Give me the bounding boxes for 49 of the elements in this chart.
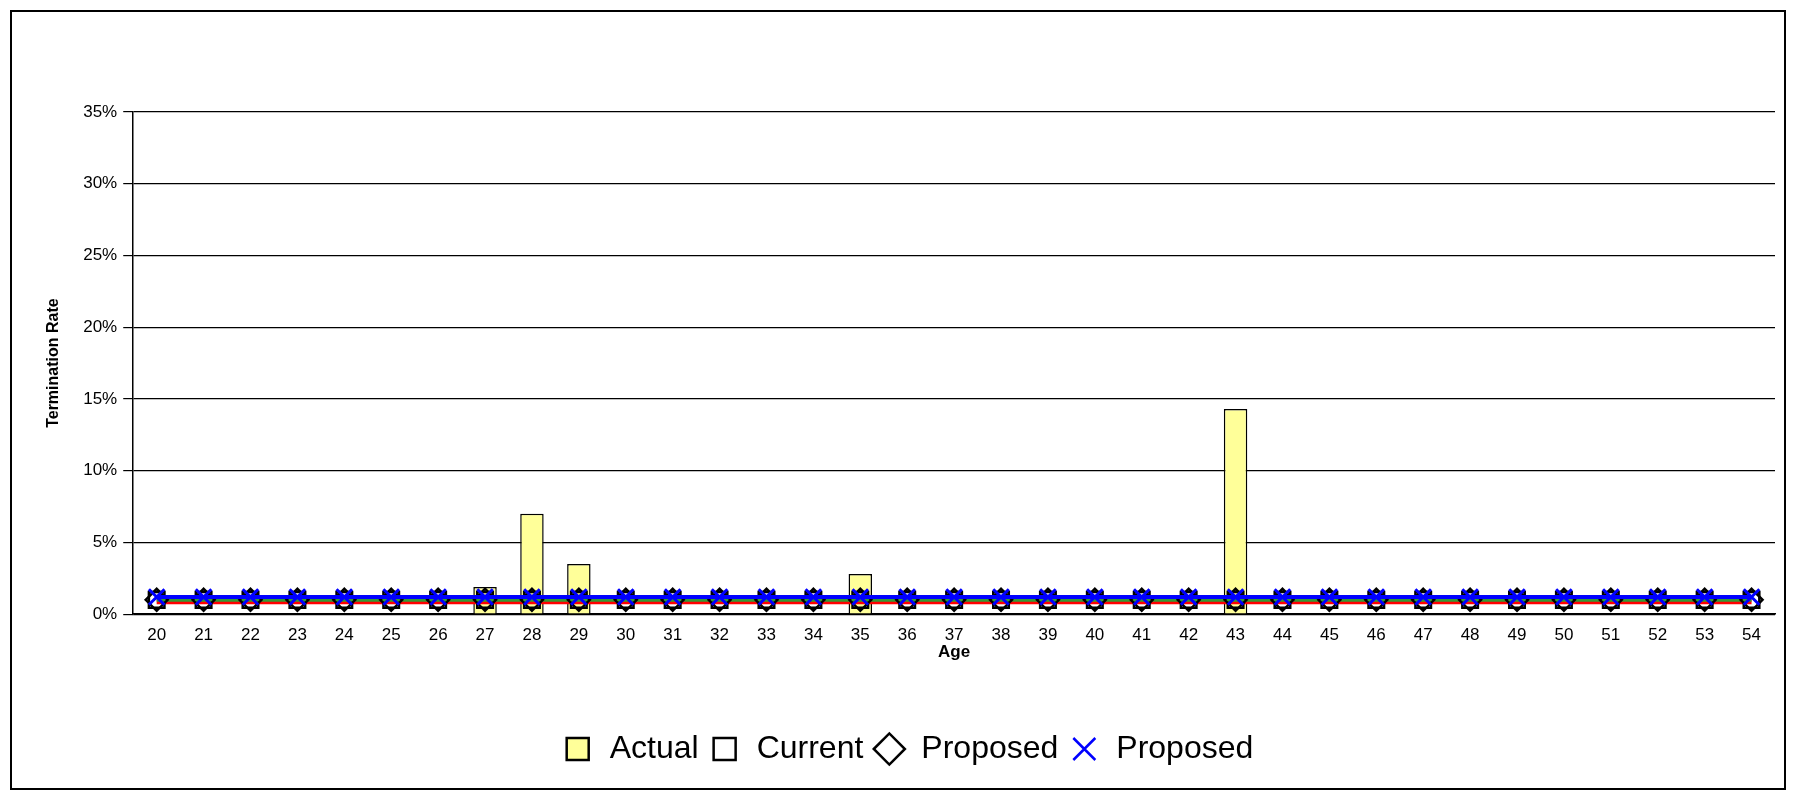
x-tick-label: 44: [1273, 625, 1292, 645]
x-tick-label: 31: [663, 625, 683, 645]
y-tick-label: 25%: [83, 245, 118, 265]
x-tick-label: 29: [569, 625, 589, 645]
x-tick-label: 36: [897, 625, 917, 645]
x-axis-title: Age: [938, 642, 971, 662]
x-tick-label: 25: [381, 625, 401, 645]
x-tick-label: 20: [147, 625, 167, 645]
x-tick-label: 30: [616, 625, 636, 645]
x-tick-label: 45: [1319, 625, 1339, 645]
x-tick-label: 21: [194, 625, 214, 645]
x-tick-label: 43: [1226, 625, 1246, 645]
x-tick-label: 46: [1366, 625, 1386, 645]
x-tick-label: 26: [428, 625, 448, 645]
y-axis-title: Termination Rate: [44, 298, 62, 428]
x-tick-label: 37: [944, 625, 964, 645]
x-tick-label: 54: [1742, 625, 1762, 645]
legend-label: Actual: [609, 728, 699, 765]
x-tick-label: 47: [1413, 625, 1433, 645]
legend-label: Proposed: [921, 728, 1059, 765]
x-tick-label: 33: [757, 625, 776, 645]
x-tick-label: 39: [1038, 625, 1058, 645]
x-tick-label: 35: [850, 625, 870, 645]
x-tick-label: 48: [1460, 625, 1480, 645]
y-tick-label: 15%: [83, 388, 118, 408]
x-tick-label: 22: [241, 625, 260, 645]
x-tick-label: 49: [1507, 625, 1527, 645]
y-tick-label: 0%: [92, 603, 118, 623]
y-tick-label: 20%: [83, 316, 118, 336]
x-tick-label: 28: [522, 625, 542, 645]
x-tick-label: 34: [803, 625, 823, 645]
x-tick-label: 23: [287, 625, 307, 645]
x-tick-label: 27: [475, 625, 495, 645]
x-tick-label: 42: [1179, 625, 1199, 645]
x-tick-label: 50: [1554, 625, 1574, 645]
x-tick-label: 38: [991, 625, 1011, 645]
x-tick-label: 53: [1695, 625, 1715, 645]
y-tick-label: 10%: [83, 460, 118, 480]
y-tick-label: 5%: [92, 532, 118, 552]
x-tick-label: 51: [1601, 625, 1621, 645]
legend-label: Current: [756, 728, 864, 765]
y-tick-label: 35%: [83, 101, 118, 121]
legend-label: Proposed: [1116, 728, 1254, 765]
x-tick-label: 41: [1132, 625, 1152, 645]
x-tick-label: 52: [1648, 625, 1668, 645]
y-tick-label: 30%: [83, 173, 118, 193]
x-tick-label: 24: [334, 625, 354, 645]
x-tick-label: 40: [1085, 625, 1105, 645]
x-tick-label: 32: [710, 625, 730, 645]
